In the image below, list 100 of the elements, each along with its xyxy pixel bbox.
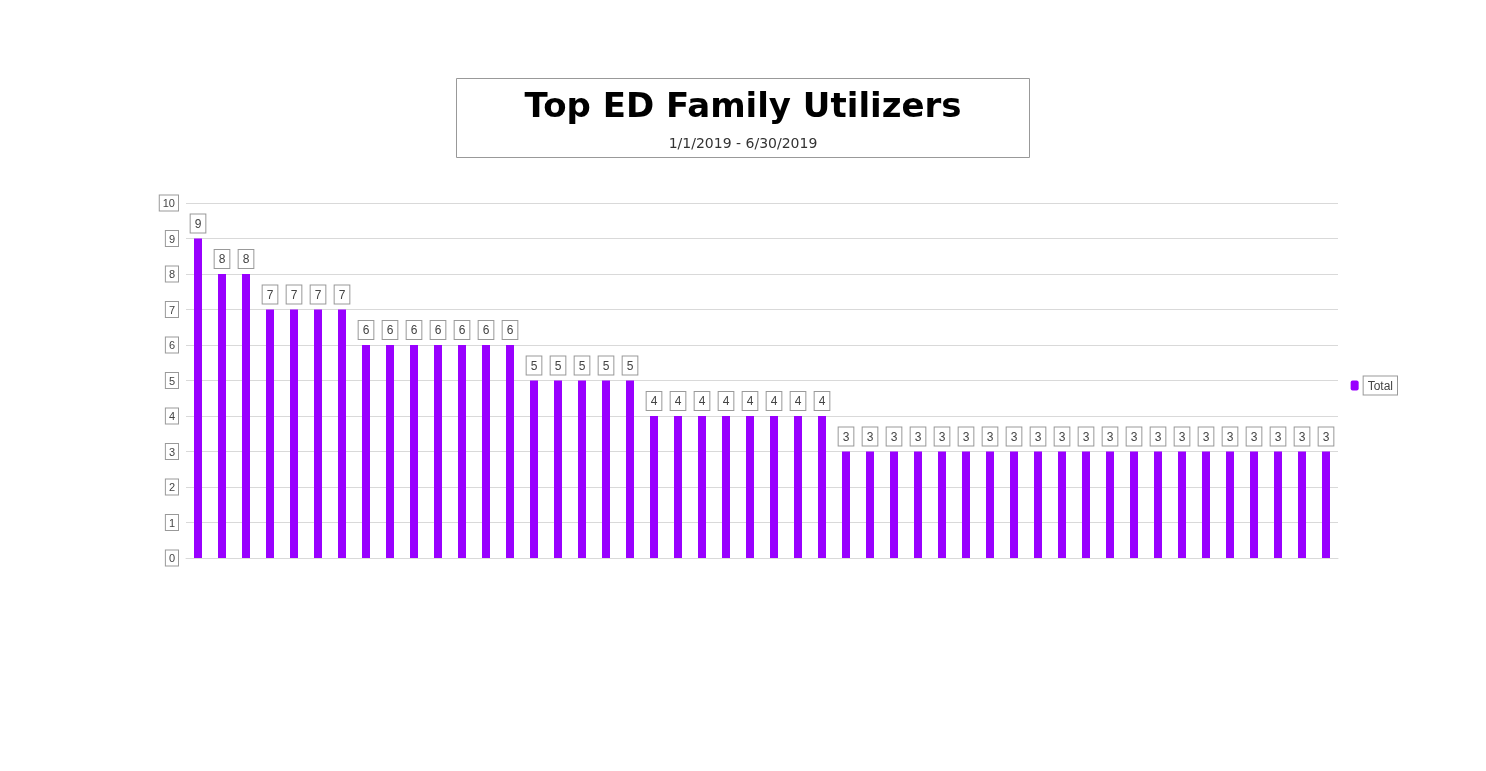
bar: [554, 380, 562, 558]
bar: [1082, 451, 1090, 558]
data-label: 5: [626, 358, 634, 373]
data-label: 3: [866, 429, 874, 444]
data-label: 3: [1250, 429, 1258, 444]
chart-subtitle: 1/1/2019 - 6/30/2019: [668, 135, 818, 151]
y-tick-label: 6: [168, 339, 175, 351]
y-tick-label: 9: [168, 232, 175, 245]
y-tick-label: 7: [168, 303, 175, 316]
bar: [818, 416, 826, 558]
bar: [1154, 451, 1162, 558]
data-label: 3: [1082, 429, 1090, 444]
bar: [482, 345, 490, 558]
bar: [194, 238, 202, 558]
y-tick-label: 4: [168, 410, 175, 422]
data-label: 3: [842, 429, 850, 444]
data-label: 7: [266, 287, 274, 302]
y-tick-label: 8: [168, 268, 175, 280]
data-label: 3: [1298, 429, 1306, 444]
bar: [506, 345, 514, 558]
bar: [626, 380, 634, 558]
data-label: 4: [770, 394, 778, 408]
bar: [1226, 451, 1234, 558]
bar: [794, 416, 802, 558]
bar: [698, 416, 706, 558]
bar: [770, 416, 778, 558]
data-label: 5: [578, 358, 586, 373]
data-label: 3: [1202, 429, 1210, 444]
bar: [266, 309, 274, 558]
data-label: 3: [1226, 429, 1234, 444]
y-tick-label: 5: [168, 374, 175, 387]
bar: [866, 451, 874, 558]
bar: [410, 345, 418, 558]
data-label: 4: [746, 394, 754, 408]
bar: [1274, 451, 1282, 558]
data-label: 7: [314, 287, 322, 302]
bar: [890, 451, 898, 558]
data-label: 4: [818, 394, 826, 408]
data-label: 6: [434, 323, 442, 337]
data-label: 7: [290, 287, 298, 302]
data-label: 3: [938, 429, 946, 444]
data-label: 3: [1154, 429, 1162, 444]
bar: [530, 380, 538, 558]
bar: [1250, 451, 1258, 558]
data-label: 3: [1274, 429, 1282, 444]
legend-label: Total: [1367, 378, 1394, 393]
chart-title: Top ED Family Utilizers: [524, 85, 962, 125]
bar: [290, 309, 298, 558]
data-label: 6: [362, 323, 370, 337]
y-tick-label: 10: [162, 197, 175, 209]
y-tick-label: 3: [168, 445, 175, 458]
data-label: 7: [338, 287, 346, 302]
data-label: 3: [890, 429, 898, 444]
y-tick-label: 1: [168, 516, 175, 529]
bar: [1106, 451, 1114, 558]
bar: [914, 451, 922, 558]
data-label: 8: [242, 252, 250, 266]
data-label: 4: [698, 394, 706, 408]
bar: [218, 274, 226, 558]
data-label: 6: [458, 323, 466, 337]
data-label: 3: [1058, 429, 1066, 444]
bar: [458, 345, 466, 558]
bar: [362, 345, 370, 558]
data-label: 5: [554, 358, 562, 373]
data-label: 3: [1322, 429, 1330, 444]
data-label: 3: [1106, 429, 1114, 444]
data-label: 8: [218, 252, 226, 266]
bar: [842, 451, 850, 558]
bar: [1010, 451, 1018, 558]
data-label: 3: [1034, 429, 1042, 444]
bar: [602, 380, 610, 558]
data-label: 3: [1010, 429, 1018, 444]
data-label: 9: [194, 216, 202, 231]
bar: [938, 451, 946, 558]
bar: [1298, 451, 1306, 558]
bar: [1034, 451, 1042, 558]
bar: [746, 416, 754, 558]
bar: [650, 416, 658, 558]
bar: [674, 416, 682, 558]
bar: [434, 345, 442, 558]
bar: [986, 451, 994, 558]
y-tick-label: 0: [168, 552, 175, 564]
data-label: 6: [506, 323, 514, 337]
data-label: 5: [530, 358, 538, 373]
bar: [314, 309, 322, 558]
data-label: 3: [914, 429, 922, 444]
bar: [722, 416, 730, 558]
data-label: 6: [410, 323, 418, 337]
bar: [1202, 451, 1210, 558]
data-label: 6: [386, 323, 394, 337]
bar: [386, 345, 394, 558]
bar: [242, 274, 250, 558]
data-label: 5: [602, 358, 610, 373]
y-tick-label: 2: [168, 481, 175, 493]
bar: [1058, 451, 1066, 558]
data-label: 3: [1130, 429, 1138, 444]
bar: [578, 380, 586, 558]
data-label: 4: [650, 394, 658, 408]
data-label: 3: [962, 429, 970, 444]
bar: [1322, 451, 1330, 558]
